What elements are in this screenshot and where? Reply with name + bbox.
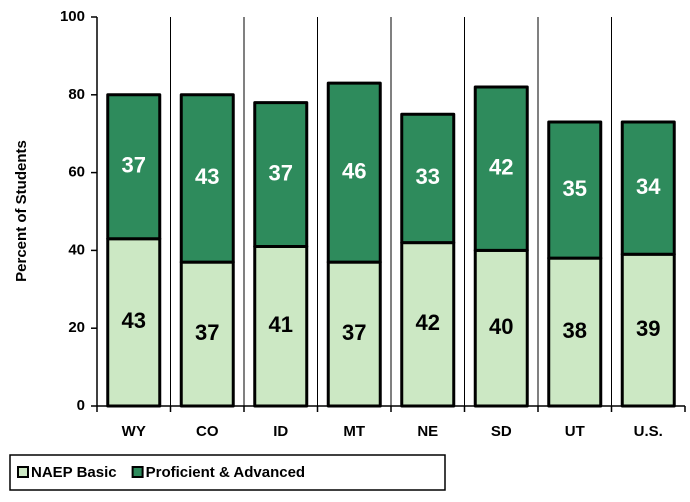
bar-segment <box>473 248 529 408</box>
bar-segment <box>620 120 676 256</box>
x-tick-label: CO <box>196 423 219 440</box>
data-label: 33 <box>416 164 440 189</box>
legend-swatch <box>17 466 29 478</box>
data-label: 42 <box>489 155 513 180</box>
bar-segment <box>620 252 676 408</box>
data-label: 35 <box>563 176 587 201</box>
y-tick-label: 20 <box>68 319 85 336</box>
data-label: 37 <box>342 320 366 345</box>
data-label: 37 <box>269 160 293 185</box>
x-tick-label: NE <box>417 423 438 440</box>
y-tick-label: 0 <box>77 397 85 414</box>
data-label: 43 <box>122 308 146 333</box>
bar-segment <box>400 112 456 245</box>
bar-segment <box>473 85 529 252</box>
legend-label: NAEP Basic <box>31 464 117 481</box>
data-label: 40 <box>489 314 513 339</box>
bar-segment <box>106 93 162 241</box>
y-tick-label: 60 <box>68 164 85 181</box>
data-label: 39 <box>636 316 660 341</box>
x-tick-label: ID <box>273 423 288 440</box>
y-tick-label: 100 <box>60 8 85 25</box>
bar-segment <box>547 120 603 260</box>
legend-box <box>9 454 446 491</box>
bar-segment <box>253 101 309 249</box>
x-tick-label: WY <box>122 423 146 440</box>
data-label: 43 <box>195 164 219 189</box>
data-label: 37 <box>122 153 146 178</box>
legend-label: Proficient & Advanced <box>146 464 305 481</box>
bar-segment <box>326 81 382 264</box>
x-tick-label: UT <box>565 423 585 440</box>
legend-swatch <box>131 466 144 478</box>
data-label: 41 <box>269 312 293 337</box>
data-label: 42 <box>416 310 440 335</box>
data-label: 37 <box>195 320 219 345</box>
data-label: 46 <box>342 158 366 183</box>
y-tick-label: 40 <box>68 241 85 258</box>
x-tick-label: SD <box>491 423 512 440</box>
y-axis-label: Percent of Students <box>13 140 30 282</box>
data-label: 34 <box>636 174 661 199</box>
bar-segment <box>179 93 235 264</box>
bar-segment <box>106 237 162 408</box>
data-label: 38 <box>563 318 587 343</box>
bar-segment <box>400 241 456 408</box>
x-tick-label: U.S. <box>634 423 663 440</box>
x-tick-label: MT <box>343 423 365 440</box>
y-tick-label: 80 <box>68 86 85 103</box>
